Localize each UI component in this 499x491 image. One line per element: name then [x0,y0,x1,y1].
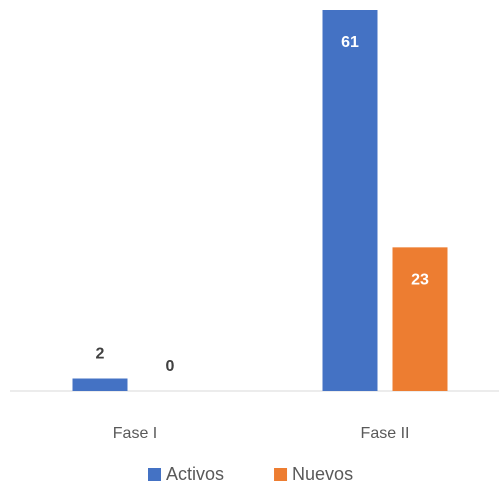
legend-label: Activos [166,464,224,484]
legend-swatch [274,468,288,481]
bar [392,247,448,391]
value-label: 61 [341,34,359,51]
x-tick-label: Fase I [113,425,157,442]
value-label: 2 [96,346,105,363]
legend-swatch [148,468,161,481]
x-tick-label: Fase II [361,425,410,442]
bar [322,10,378,391]
legend-label: Nuevos [292,464,353,484]
value-label: 23 [411,272,429,289]
bar [72,378,128,391]
value-label: 0 [166,358,175,375]
